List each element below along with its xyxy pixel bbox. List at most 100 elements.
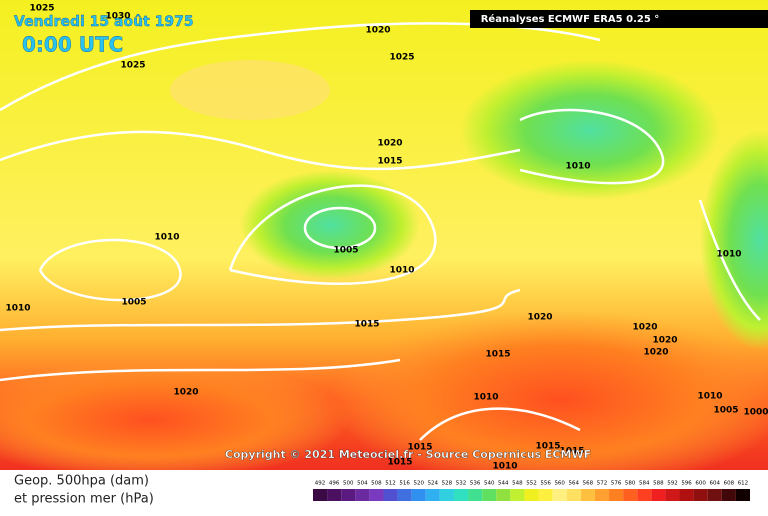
scale-swatch: [397, 489, 412, 501]
isobar-label: 1020: [173, 388, 198, 398]
scale-swatch: [552, 489, 567, 501]
isobar-label: 1005: [713, 406, 738, 416]
scale-swatch: [623, 489, 638, 501]
scale-label: 552: [526, 481, 537, 487]
isobar-label: 1015: [354, 320, 379, 330]
scale-label: 608: [724, 481, 735, 487]
scale-swatch: [482, 489, 497, 501]
scale-label: 612: [738, 481, 749, 487]
isobar-label: 1020: [643, 348, 668, 358]
scale-label: 568: [583, 481, 594, 487]
scale-label: 508: [371, 481, 382, 487]
isobar-label: 1025: [120, 61, 145, 71]
scale-label: 588: [653, 481, 664, 487]
scale-label: 604: [710, 481, 721, 487]
scale-label: 516: [399, 481, 410, 487]
isobar-label: 1000: [743, 408, 768, 418]
isobar-label: 1020: [377, 139, 402, 149]
scale-label: 584: [639, 481, 650, 487]
scale-swatch: [580, 489, 595, 501]
scale-swatch: [425, 489, 440, 501]
low: [240, 170, 420, 280]
isobar-label: 1020: [365, 26, 390, 36]
scale-swatch: [594, 489, 610, 501]
scale-swatch: [651, 489, 666, 501]
isobar-label: 1020: [527, 313, 552, 323]
scale-swatch: [679, 489, 694, 501]
scale-label: 500: [343, 481, 354, 487]
scale-swatch: [538, 489, 553, 501]
scale-label: 540: [484, 481, 495, 487]
ridge: [170, 60, 330, 120]
isobar-label: 1010: [473, 393, 498, 403]
isobar-label: 1005: [121, 298, 146, 308]
scale-label: 564: [569, 481, 580, 487]
scale-label: 572: [597, 481, 608, 487]
isobar-label: 1015: [535, 442, 560, 452]
scale-label: 492: [315, 481, 326, 487]
scale-label: 576: [611, 481, 622, 487]
isobar-label: 1015: [407, 443, 432, 453]
scale-label: 556: [540, 481, 551, 487]
isobar-label: 1025: [389, 53, 414, 63]
isobar-label: 1020: [632, 323, 657, 333]
scale-swatch: [327, 489, 342, 501]
scale-swatch: [383, 489, 398, 501]
scale-swatch: [665, 489, 680, 501]
source-box: [470, 10, 768, 28]
date: Vendredi 15 août 1975: [14, 14, 194, 30]
heat: [330, 310, 768, 490]
low: [700, 130, 768, 350]
isobar-label: 1010: [154, 233, 179, 243]
isobar-label: 1010: [565, 162, 590, 172]
isobar-label: 1015: [387, 458, 412, 468]
low: [460, 60, 720, 200]
scale-swatch: [637, 489, 652, 501]
legend-line: Geop. 500hpa (dam): [14, 474, 149, 489]
scale-label: 548: [512, 481, 523, 487]
scale-label: 512: [385, 481, 396, 487]
legend-line: et pression mer (hPa): [14, 492, 154, 507]
isobar-label: 1015: [559, 447, 584, 457]
scale-label: 560: [554, 481, 565, 487]
scale-label: 580: [625, 481, 636, 487]
scale-label: 528: [442, 481, 453, 487]
scale-swatch: [566, 489, 581, 501]
scale-swatch: [355, 489, 370, 501]
scale-label: 532: [456, 481, 467, 487]
isobar-label: 1015: [377, 157, 402, 167]
scale-swatch: [411, 489, 426, 501]
isobar-label: 1005: [333, 246, 358, 256]
scale-label: 544: [498, 481, 509, 487]
scale-swatch: [313, 489, 328, 501]
scale-swatch: [735, 489, 750, 501]
time: 0:00 UTC: [22, 33, 123, 57]
scale-swatch: [609, 489, 624, 501]
scale-label: 524: [428, 481, 439, 487]
copyright: Copyright © 2021 Meteociel.fr - Source C…: [225, 448, 591, 461]
isobar-label: 1025: [29, 4, 54, 14]
isobars: [0, 22, 761, 441]
scale-swatch: [468, 489, 483, 501]
scale-label: 504: [357, 481, 368, 487]
scale-swatch: [341, 489, 356, 501]
scale-swatch: [707, 489, 722, 501]
isobar-label: 1010: [492, 462, 517, 472]
isobar-label: 1010: [389, 266, 414, 276]
scale-swatch: [510, 489, 525, 501]
scale-swatch: [721, 489, 736, 501]
isobar-label: 1015: [485, 350, 510, 360]
heat: [0, 360, 350, 480]
isobar-label: 1010: [716, 250, 741, 260]
scale-label: 592: [667, 481, 678, 487]
scale-swatch: [369, 489, 384, 501]
scale-swatch: [439, 489, 454, 501]
scale-label: 596: [681, 481, 692, 487]
isobar-label: 1020: [652, 336, 677, 346]
scale-swatch: [693, 489, 708, 501]
scale-label: 536: [470, 481, 481, 487]
scale-label: 496: [329, 481, 340, 487]
isobar-label: 1010: [697, 392, 722, 402]
